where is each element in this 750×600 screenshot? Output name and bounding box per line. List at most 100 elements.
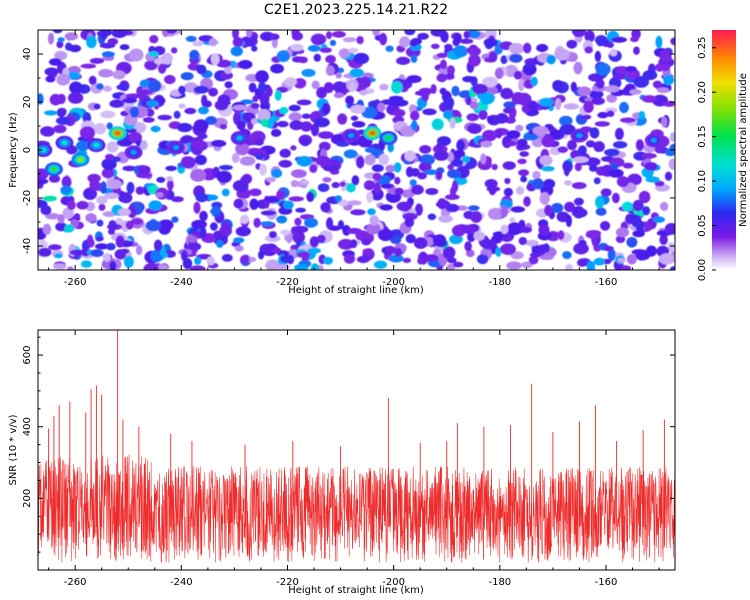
heatmap-cell xyxy=(349,68,365,78)
heatmap-cell xyxy=(270,128,282,137)
heatmap-cell xyxy=(271,168,283,178)
heatmap-cell xyxy=(572,156,589,163)
heatmap-cell xyxy=(190,168,207,182)
heatmap-cell xyxy=(615,66,629,75)
heatmap-cell xyxy=(221,254,233,262)
heatmap-cell xyxy=(451,85,460,97)
heatmap-cell xyxy=(265,176,276,183)
heatmap-cell xyxy=(629,36,639,43)
heatmap-cell xyxy=(348,82,356,93)
heatmap-cell xyxy=(38,239,48,251)
colorbar-tick-label: 0.10 xyxy=(697,170,708,192)
heatmap-y-axis-label: Frequency (Hz) xyxy=(8,112,19,188)
heatmap-cell xyxy=(612,141,628,149)
heatmap-cell xyxy=(595,195,605,209)
heatmap-cell xyxy=(307,247,321,254)
heatmap-cell xyxy=(562,251,572,260)
heatmap-cell xyxy=(531,138,544,148)
heatmap-cell xyxy=(451,158,464,167)
heatmap-cell xyxy=(128,131,142,144)
heatmap-cell xyxy=(438,214,453,223)
heatmap-cell xyxy=(333,92,344,99)
heatmap-cell xyxy=(635,220,645,232)
heatmap-cell xyxy=(456,205,468,211)
heatmap-cell xyxy=(451,224,466,237)
heatmap-cell xyxy=(165,165,177,171)
heatmap-cell xyxy=(75,140,90,151)
heatmap-cell xyxy=(404,217,415,228)
heatmap-cell xyxy=(48,244,62,251)
heatmap-cell xyxy=(633,76,650,88)
heatmap-cell xyxy=(86,35,97,49)
heatmap-cell xyxy=(123,255,134,268)
heatmap-cell xyxy=(296,156,313,167)
colorbar-label: Normalized spectral amplitude xyxy=(738,73,749,227)
heatmap-cell xyxy=(399,36,411,48)
heatmap-cell xyxy=(413,237,428,249)
heatmap-cell xyxy=(389,95,404,102)
heatmap-cell xyxy=(518,78,525,92)
heatmap-cell xyxy=(369,215,379,226)
heatmap-cell xyxy=(600,221,611,231)
heatmap-cell xyxy=(638,111,646,120)
heatmap-cell xyxy=(504,177,511,185)
heatmap-cell xyxy=(417,32,429,40)
heatmap-cell xyxy=(351,175,360,186)
heatmap-cell xyxy=(593,177,601,185)
heatmap-cell xyxy=(319,47,332,53)
heatmap-cell xyxy=(249,188,262,197)
heatmap-cell xyxy=(452,261,464,268)
heatmap-cell xyxy=(114,217,124,226)
heatmap-cell xyxy=(616,176,630,188)
heatmap-hotspot xyxy=(172,145,180,151)
heatmap-cell xyxy=(206,256,215,266)
heatmap-cell xyxy=(67,92,84,104)
heatmap-cell xyxy=(294,264,309,270)
heatmap-cell xyxy=(604,85,620,93)
heatmap-y-ticks: -40 -20 0 20 40 xyxy=(22,29,675,271)
heatmap-cell xyxy=(184,107,197,115)
heatmap-cell xyxy=(612,192,620,204)
heatmap-cell xyxy=(224,81,233,89)
heatmap-cell xyxy=(563,103,579,110)
heatmap-cell xyxy=(193,201,201,214)
heatmap-cell xyxy=(38,247,52,257)
heatmap-cell xyxy=(321,102,331,115)
heatmap-cell xyxy=(466,113,479,122)
heatmap-cell xyxy=(379,32,388,46)
heatmap-cell xyxy=(276,190,286,200)
heatmap-cell xyxy=(187,235,198,243)
heatmap-cell xyxy=(449,234,463,245)
heatmap-cell xyxy=(342,225,351,236)
heatmap-cell xyxy=(405,166,414,178)
heatmap-cell xyxy=(424,254,439,262)
heatmap-cell xyxy=(385,45,394,52)
heatmap-cell xyxy=(521,261,533,269)
heatmap-cell xyxy=(210,139,227,148)
heatmap-cell xyxy=(595,207,607,216)
heatmap-cell xyxy=(79,126,96,140)
heatmap-cell xyxy=(269,33,280,41)
heatmap-cell xyxy=(42,223,52,235)
snr-peaks xyxy=(48,330,665,528)
heatmap-cell xyxy=(433,150,449,161)
heatmap-cell xyxy=(443,96,455,109)
heatmap-cell xyxy=(104,192,120,200)
heatmap-cell xyxy=(632,230,645,238)
heatmap-cell xyxy=(500,205,508,218)
heatmap-cell xyxy=(180,72,194,81)
heatmap-cell xyxy=(652,80,663,89)
heatmap-cell xyxy=(171,47,178,54)
heatmap-cell xyxy=(240,175,251,185)
heatmap-cell xyxy=(567,139,577,151)
heatmap-cell xyxy=(192,40,204,47)
heatmap-cell xyxy=(621,201,634,212)
heatmap-cell xyxy=(604,148,620,157)
heatmap-cell xyxy=(359,89,368,96)
heatmap-cell xyxy=(102,85,112,92)
heatmap-cell xyxy=(196,64,207,75)
heatmap-cell xyxy=(93,103,101,110)
heatmap-cells xyxy=(38,30,675,270)
heatmap-cell xyxy=(194,256,202,265)
heatmap-cell xyxy=(593,141,605,153)
